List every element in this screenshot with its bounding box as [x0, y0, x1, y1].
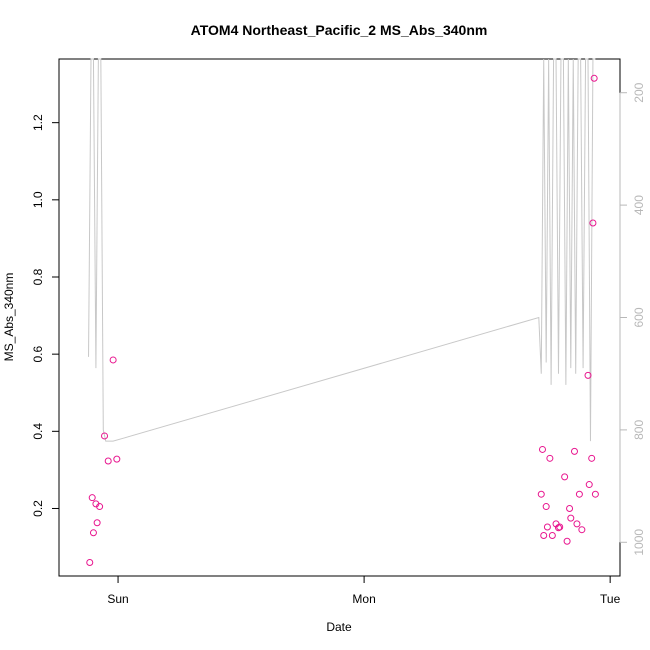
data-point: [542, 503, 550, 511]
data-point: [543, 523, 551, 531]
data-point: [101, 432, 109, 440]
data-point: [104, 457, 112, 465]
data-point: [109, 356, 117, 364]
y-tick-label: 0.2: [31, 500, 45, 517]
chart-title: ATOM4 Northeast_Pacific_2 MS_Abs_340nm: [191, 22, 488, 38]
data-point: [567, 514, 575, 522]
depth-line-layer: [88, 58, 596, 442]
plot-area: [58, 58, 621, 577]
data-point: [591, 490, 599, 498]
data-point: [540, 531, 548, 539]
depth-line: [88, 58, 596, 442]
data-point: [573, 520, 581, 528]
y-tick-label: 1.0: [31, 191, 45, 208]
y-tick-label: 0.4: [31, 423, 45, 440]
x-tick-label: Mon: [352, 592, 375, 606]
data-point: [578, 526, 586, 534]
points-layer: [86, 74, 599, 566]
data-point: [561, 473, 569, 481]
data-point: [537, 490, 545, 498]
data-point: [584, 371, 592, 379]
data-point: [563, 537, 571, 545]
data-point: [590, 74, 598, 82]
y-axis-label: MS_Abs_340nm: [2, 273, 16, 362]
x-axis: Sun Mon Tue: [107, 575, 621, 606]
plot-frame: [58, 58, 621, 577]
data-point: [575, 490, 583, 498]
y2-tick-label: 200: [632, 82, 646, 102]
data-point: [548, 531, 556, 539]
data-point: [93, 519, 101, 527]
data-point: [570, 447, 578, 455]
y2-tick-label: 1000: [632, 529, 646, 556]
y2-tick-label: 600: [632, 307, 646, 327]
data-point: [554, 524, 562, 532]
data-point: [88, 494, 96, 502]
x-axis-label: Date: [326, 620, 352, 634]
x-tick-label: Tue: [600, 592, 621, 606]
y2-axis: 200 400 600 800 1000: [619, 82, 646, 556]
x-tick-label: Sun: [107, 592, 128, 606]
data-point: [113, 455, 121, 463]
y-tick-label: 0.6: [31, 345, 45, 362]
data-point: [538, 445, 546, 453]
y-tick-label: 0.8: [31, 268, 45, 285]
data-point: [556, 523, 564, 531]
y2-tick-label: 400: [632, 195, 646, 215]
data-point: [588, 454, 596, 462]
data-point: [86, 559, 94, 566]
y-axis: 0.2 0.4 0.6 0.8 1.0 1.2: [31, 114, 60, 517]
data-point: [96, 503, 104, 511]
data-point: [89, 529, 97, 537]
data-point: [585, 481, 593, 489]
y-tick-label: 1.2: [31, 114, 45, 131]
data-point: [566, 504, 574, 512]
y2-tick-label: 800: [632, 420, 646, 440]
data-point: [589, 219, 597, 227]
data-point: [546, 454, 554, 462]
